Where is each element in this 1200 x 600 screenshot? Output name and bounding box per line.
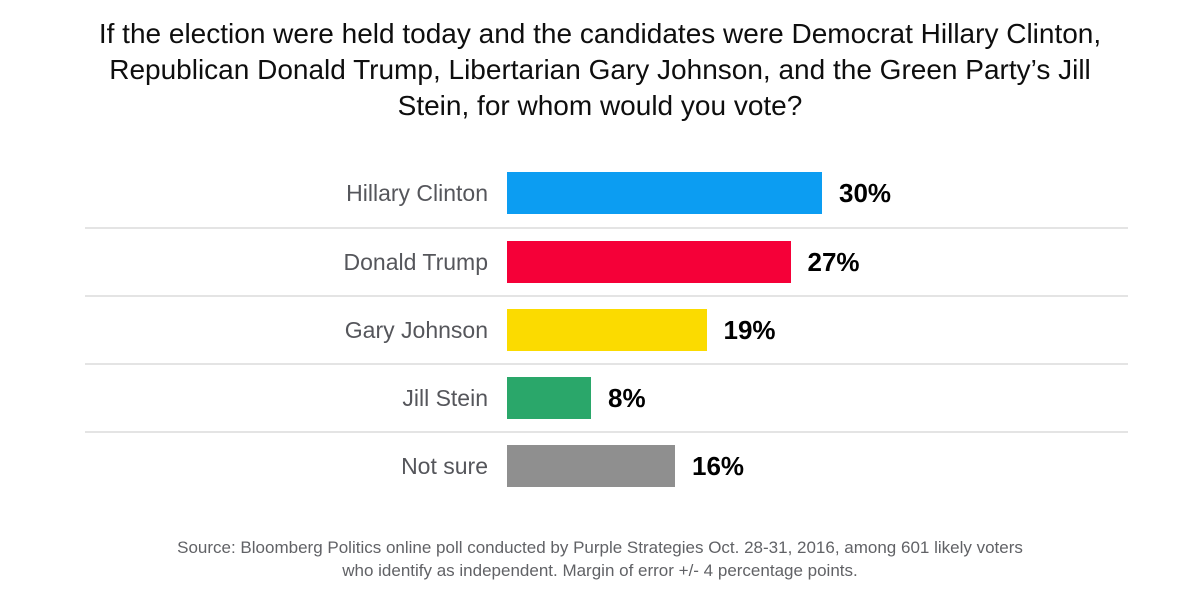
bar-row-donald-trump: Donald Trump 27% <box>85 227 1128 295</box>
value-label-gary-johnson: 19% <box>723 314 776 345</box>
bar-chart-rows: Hillary Clinton 30% Donald Trump 27% Gary Jo… <box>85 159 1128 499</box>
bar-row-gary-johnson: Gary Johnson 19% <box>85 295 1128 363</box>
source-note: Source: Bloomberg Politics online poll c… <box>0 536 1200 582</box>
chart-title: If the election were held today and the … <box>98 18 1102 121</box>
value-label-hillary-clinton: 30% <box>839 177 892 208</box>
value-label-jill-stein: 8% <box>608 382 646 413</box>
bar-jill-stein <box>507 377 591 419</box>
category-label-donald-trump: Donald Trump <box>343 248 488 275</box>
category-label-jill-stein: Jill Stein <box>402 384 488 411</box>
value-label-donald-trump: 27% <box>807 246 860 277</box>
bar-row-jill-stein: Jill Stein 8% <box>85 363 1128 431</box>
bar-gary-johnson <box>507 309 707 351</box>
category-label-gary-johnson: Gary Johnson <box>344 316 488 343</box>
bar-row-not-sure: Not sure 16% <box>85 431 1128 499</box>
category-label-not-sure: Not sure <box>401 452 488 479</box>
bar-not-sure <box>507 445 675 487</box>
source-note-line-2: who identify as independent. Margin of e… <box>342 561 858 580</box>
bar-hillary-clinton <box>507 172 822 214</box>
bar-donald-trump <box>507 241 791 283</box>
value-label-not-sure: 16% <box>692 450 745 481</box>
category-label-hillary-clinton: Hillary Clinton <box>346 179 488 206</box>
bar-row-hillary-clinton: Hillary Clinton 30% <box>85 159 1128 227</box>
source-note-line-1: Source: Bloomberg Politics online poll c… <box>177 538 1023 557</box>
